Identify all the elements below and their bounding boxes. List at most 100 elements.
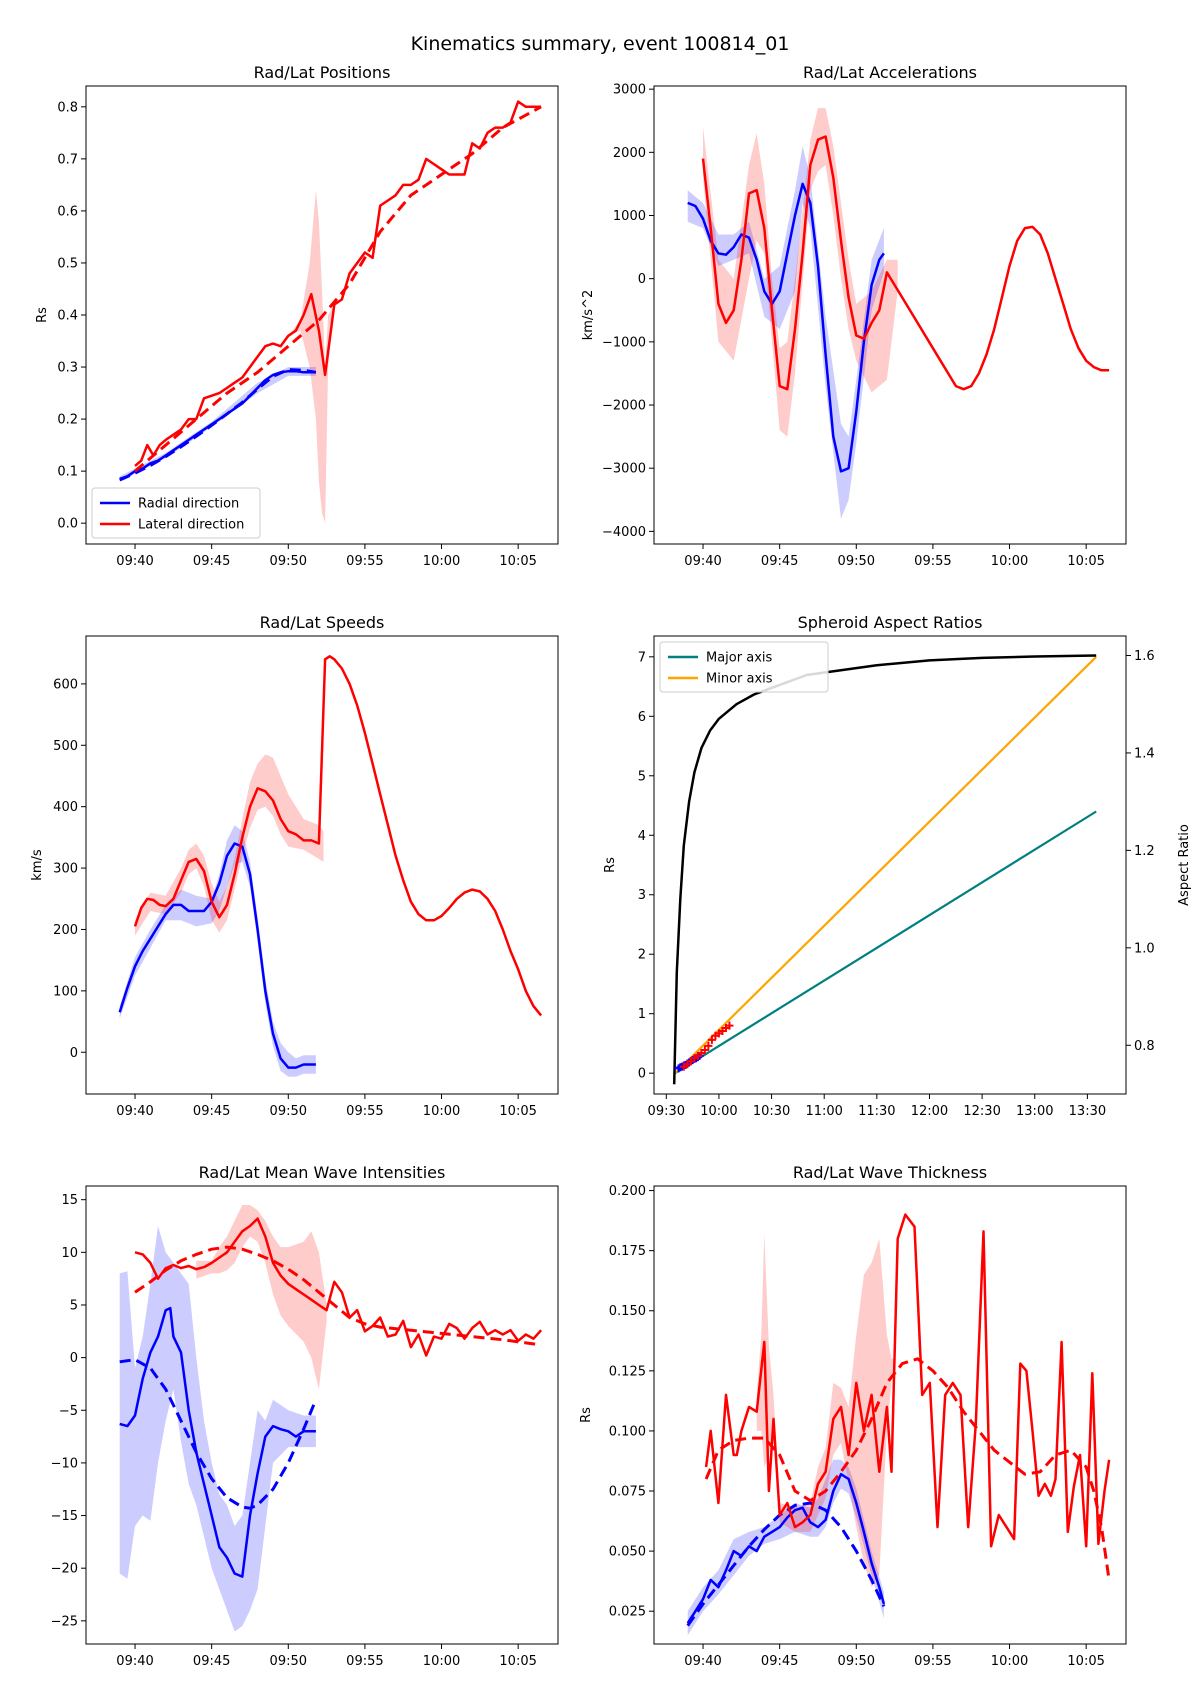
speeds-ytick-label: 600 (53, 677, 78, 692)
thickness-ytick-label: 0.150 (609, 1304, 646, 1319)
speeds-title: Rad/Lat Speeds (260, 613, 385, 632)
positions-ylabel: Rs (35, 307, 50, 323)
thickness-title: Rad/Lat Wave Thickness (793, 1163, 987, 1182)
aspect-scatter-1-point (704, 1041, 713, 1050)
aspect-xtick-label: 11:30 (858, 1104, 895, 1119)
aspect-y2tick-label: 1.4 (1134, 746, 1155, 761)
intensities-title: Rad/Lat Mean Wave Intensities (199, 1163, 446, 1182)
accelerations-ytick-label: −1000 (602, 335, 646, 350)
thickness-xtick-label: 09:45 (761, 1654, 798, 1669)
aspect-ytick-label: 1 (638, 1007, 646, 1022)
positions-ytick-label: 0.6 (57, 204, 78, 219)
speeds-ytick-label: 400 (53, 800, 78, 815)
thickness-series-1 (686, 1501, 886, 1627)
positions-plot-area (119, 100, 542, 524)
accelerations-xtick-label: 09:50 (838, 554, 875, 569)
speeds-ytick-label: 300 (53, 862, 78, 877)
aspect-xtick-label: 10:00 (700, 1104, 737, 1119)
accelerations-ytick-label: 3000 (613, 83, 646, 98)
thickness-xtick-label: 10:05 (1067, 1654, 1104, 1669)
positions-legend-label: Radial direction (138, 497, 239, 512)
aspect-xtick-label: 11:00 (805, 1104, 842, 1119)
accelerations-xtick-label: 10:05 (1067, 554, 1104, 569)
aspect-ytick-label: 4 (638, 829, 646, 844)
aspect-ytick-label: 6 (638, 710, 646, 725)
intensities-panel: 09:40 09:45 09:50 09:55 10:00 10:05 −25 −20 −15 −… (51, 1163, 559, 1669)
aspect-ytick-label: 5 (638, 769, 646, 784)
thickness-xtick-label: 09:50 (838, 1654, 875, 1669)
speeds-ylabel: km/s (30, 849, 45, 881)
positions-series-1 (119, 368, 317, 482)
positions-xtick-label: 09:45 (193, 554, 230, 569)
aspect-legend-label: Major axis (706, 651, 772, 666)
intensities-ytick-label: 10 (61, 1246, 78, 1261)
accelerations-ylabel: km/s^2 (581, 290, 596, 341)
accelerations-ytick-label: −3000 (602, 462, 646, 477)
speeds-xtick-label: 09:55 (346, 1104, 383, 1119)
intensities-xtick-label: 10:00 (423, 1654, 460, 1669)
speeds-ytick-label: 500 (53, 739, 78, 754)
intensities-ytick-label: −15 (51, 1509, 78, 1524)
figure-suptitle: Kinematics summary, event 100814_01 (411, 33, 790, 55)
accelerations-ytick-label: −4000 (602, 525, 646, 540)
positions-title: Rad/Lat Positions (254, 63, 391, 82)
positions-xtick-label: 09:50 (270, 554, 307, 569)
positions-legend-label: Lateral direction (138, 518, 244, 533)
aspect-series-0 (674, 810, 1097, 1075)
aspect-xtick-label: 13:30 (1069, 1104, 1106, 1119)
speeds-xtick-label: 10:05 (499, 1104, 536, 1119)
aspect-y2tick-label: 1.6 (1134, 649, 1155, 664)
accelerations-ytick-label: 0 (638, 272, 646, 287)
aspect-xtick-label: 12:00 (911, 1104, 948, 1119)
accelerations-band-0 (687, 146, 884, 519)
intensities-ytick-label: −10 (51, 1456, 78, 1471)
aspect-scatter-1-point (707, 1035, 716, 1044)
accelerations-panel: 09:40 09:45 09:50 09:55 10:00 10:05 −4000 −3000… (581, 63, 1127, 569)
aspect-ytick-label: 7 (638, 650, 646, 665)
thickness-ytick-label: 0.200 (609, 1184, 646, 1199)
accelerations-xtick-label: 10:00 (991, 554, 1028, 569)
panels: 09:40 09:45 09:50 09:55 10:00 10:050.00.10.20… (30, 63, 1192, 1669)
accelerations-series-1 (701, 135, 1110, 391)
intensities-xtick-label: 10:05 (499, 1654, 536, 1669)
intensities-ytick-label: −5 (59, 1404, 78, 1419)
positions-xtick-label: 10:00 (423, 554, 460, 569)
speeds-xtick-label: 09:50 (270, 1104, 307, 1119)
thickness-xtick-label: 09:40 (684, 1654, 721, 1669)
thickness-ytick-label: 0.050 (609, 1545, 646, 1560)
positions-ytick-label: 0.2 (57, 413, 78, 428)
aspect-frame (653, 635, 1127, 1095)
aspect-legend-box (659, 641, 829, 693)
accelerations-title: Rad/Lat Accelerations (803, 63, 977, 82)
thickness-ytick-label: 0.100 (609, 1424, 646, 1439)
aspect-ytick-label: 2 (638, 948, 646, 963)
thickness-panel: 09:40 09:45 09:50 09:55 10:00 10:05 0.025 0.050… (579, 1163, 1127, 1669)
intensities-ytick-label: 15 (61, 1193, 78, 1208)
aspect-series-2 (672, 654, 1097, 1085)
positions-series-3 (134, 105, 542, 473)
aspect-xtick-label: 13:00 (1016, 1104, 1053, 1119)
positions-ytick-label: 0.7 (57, 152, 78, 167)
intensities-series-1 (119, 1358, 318, 1510)
intensities-series-0 (119, 1306, 316, 1578)
intensities-series-3 (134, 1245, 542, 1347)
speeds-xtick-label: 10:00 (423, 1104, 460, 1119)
positions-ytick-label: 0.5 (57, 256, 78, 271)
positions-series-2 (134, 100, 542, 467)
aspect-ytick-label: 3 (638, 888, 646, 903)
aspect-y2tick-label: 1.2 (1134, 844, 1155, 859)
aspect-panel: 09:30 10:00 10:30 11:00 11:30 12:00 12:30 13:00… (603, 613, 1192, 1119)
thickness-ylabel: Rs (579, 1407, 594, 1423)
accelerations-plot-area (687, 108, 1110, 519)
thickness-band-1 (756, 1233, 895, 1588)
thickness-ytick-label: 0.075 (609, 1485, 646, 1500)
aspect-y2tick-label: 0.8 (1134, 1039, 1155, 1054)
aspect-scatter-1-point (725, 1021, 734, 1030)
positions-panel: 09:40 09:45 09:50 09:55 10:00 10:05 0.0 0.1 0.2 0… (35, 63, 559, 569)
aspect-scatter-1-point (700, 1045, 709, 1054)
accelerations-ytick-label: −2000 (602, 399, 646, 414)
positions-ytick-label: 0.4 (57, 309, 78, 324)
aspect-xtick-label: 10:30 (753, 1104, 790, 1119)
